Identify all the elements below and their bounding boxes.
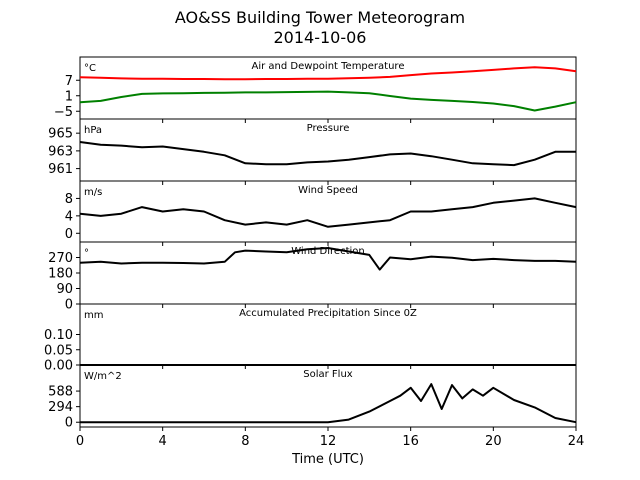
precipitation-panel-title: Accumulated Precipitation Since 0Z: [239, 308, 417, 319]
pressure-ytick-label: 965: [48, 127, 73, 142]
pressure-unit-label: hPa: [84, 125, 102, 136]
chart-subtitle: 2014-10-06: [273, 28, 367, 47]
temperature-ytick-label: −5: [54, 105, 73, 120]
wind_direction-unit-label: °: [84, 248, 89, 259]
wind_speed-unit-label: m/s: [84, 187, 102, 198]
solar-ytick-label: 294: [48, 400, 73, 415]
temperature-ytick-label: 7: [65, 74, 73, 89]
pressure-ytick-label: 963: [48, 144, 73, 159]
wind_direction-ytick-label: 270: [48, 251, 73, 266]
temperature-series-line: [79, 90, 577, 112]
temperature-ytick-label: 1: [65, 89, 73, 104]
precipitation-ytick-label: 0.10: [44, 328, 73, 343]
temperature-panel-title: Air and Dewpoint Temperature: [252, 61, 405, 72]
precipitation-unit-label: mm: [84, 310, 103, 321]
wind_speed-ytick-label: 0: [65, 227, 73, 242]
solar-ytick-label: 588: [48, 385, 73, 400]
temperature-series-line: [79, 66, 577, 81]
pressure-series-line: [79, 141, 576, 167]
wind_direction-ytick-label: 180: [48, 267, 73, 282]
x-tick-label: 12: [320, 434, 337, 449]
x-tick-label: 16: [402, 434, 419, 449]
wind_speed-series-line: [79, 197, 577, 228]
temperature-unit-label: °C: [84, 63, 96, 74]
wind_direction-panel-title: Wind Direction: [291, 246, 365, 257]
wind_direction-ytick-label: 0: [65, 298, 73, 313]
wind_speed-panel-title: Wind Speed: [298, 185, 358, 196]
solar-series-line: [80, 383, 577, 424]
precipitation-ytick-label: 0.05: [44, 343, 73, 358]
precipitation-ytick-label: 0.00: [44, 359, 73, 374]
x-tick-label: 24: [568, 434, 585, 449]
x-tick-label: 4: [159, 434, 167, 449]
wind_direction-series-line: [79, 247, 577, 271]
x-tick-label: 8: [241, 434, 249, 449]
wind_speed-ytick-label: 8: [65, 192, 73, 207]
wind_direction-ytick-label: 90: [56, 282, 73, 297]
pressure-panel-title: Pressure: [307, 123, 350, 134]
wind_speed-ytick-label: 4: [65, 209, 73, 224]
solar-unit-label: W/m^2: [84, 371, 122, 382]
x-tick-label: 0: [76, 434, 84, 449]
solar-panel-title: Solar Flux: [303, 369, 353, 380]
x-tick-label: 20: [485, 434, 502, 449]
chart-title: AO&SS Building Tower Meteorogram: [174, 8, 466, 27]
solar-ytick-label: 0: [65, 416, 73, 431]
pressure-ytick-label: 961: [48, 162, 73, 177]
x-axis-label: Time (UTC): [292, 452, 364, 467]
